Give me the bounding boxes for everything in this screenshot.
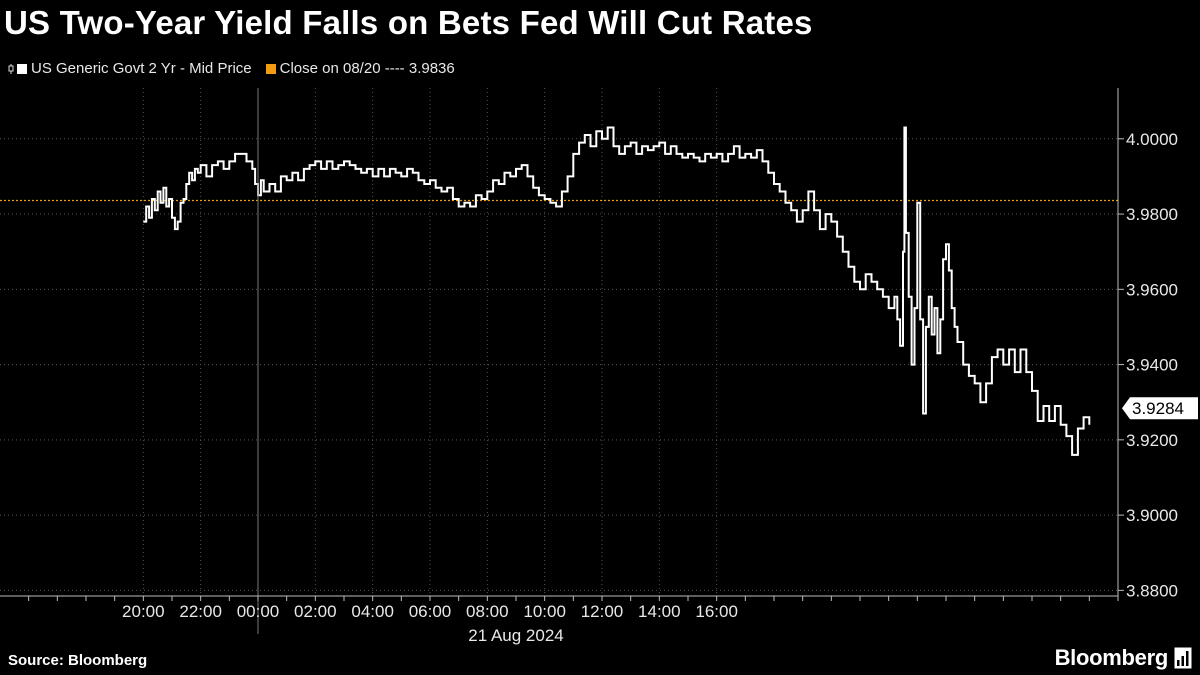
last-value-label: 3.9284: [1132, 399, 1184, 418]
axes: [0, 88, 1124, 634]
axis-labels: 3.8800 3.9000 3.9200 3.9400 3.9600 3.9800 4.00…: [122, 130, 1198, 645]
x-tick-label: 20:00: [122, 602, 165, 621]
x-tick-label: 00:00: [237, 602, 280, 621]
y-tick-label: 4.0000: [1126, 130, 1178, 149]
series-layer: [143, 126, 1091, 456]
legend-swatch-series: [17, 63, 27, 74]
x-tick-label: 06:00: [409, 602, 452, 621]
grid-lines: [0, 88, 1118, 596]
chart-title: US Two-Year Yield Falls on Bets Fed Will…: [4, 4, 813, 41]
x-tick-label: 16:00: [695, 602, 738, 621]
x-tick-label: 12:00: [581, 602, 624, 621]
y-tick-label: 3.9400: [1126, 356, 1178, 375]
bloomberg-logo-icon: [1174, 647, 1192, 669]
legend-label-series: US Generic Govt 2 Yr - Mid Price: [31, 60, 252, 77]
chart-legend: US Generic Govt 2 Yr - Mid Price Close o…: [8, 60, 469, 77]
series-line-0: [143, 126, 1091, 456]
brand: Bloomberg: [1055, 645, 1192, 671]
x-tick-label: 08:00: [466, 602, 509, 621]
y-tick-label: 3.9600: [1126, 280, 1178, 299]
legend-item-series: US Generic Govt 2 Yr - Mid Price: [8, 60, 252, 77]
x-tick-label: 02:00: [294, 602, 337, 621]
y-tick-label: 3.9000: [1126, 506, 1178, 525]
source-note: Source: Bloomberg: [8, 652, 148, 669]
y-tick-label: 3.8800: [1126, 581, 1178, 600]
y-tick-label: 3.9200: [1126, 431, 1178, 450]
x-tick-label: 10:00: [523, 602, 566, 621]
candlestick-icon: [8, 63, 14, 74]
legend-swatch-close: [265, 63, 276, 74]
x-tick-label: 04:00: [351, 602, 394, 621]
y-tick-label: 3.9800: [1126, 205, 1178, 224]
x-tick-label: 22:00: [179, 602, 222, 621]
last-value-tag-bg: [1122, 397, 1198, 420]
legend-item-close: Close on 08/20 ---- 3.9836: [265, 60, 455, 77]
brand-text: Bloomberg: [1054, 645, 1169, 670]
legend-label-close: Close on 08/20 ---- 3.9836: [279, 60, 455, 77]
x-tick-label: 14:00: [638, 602, 681, 621]
last-value-tag: 3.9284: [1122, 397, 1198, 420]
x-date-label: 21 Aug 2024: [468, 626, 563, 645]
